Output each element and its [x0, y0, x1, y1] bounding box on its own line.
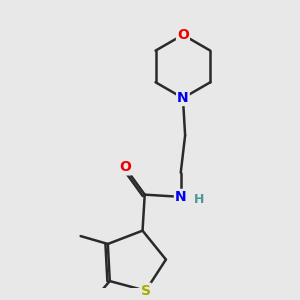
- Text: N: N: [175, 190, 187, 204]
- Text: O: O: [119, 160, 131, 174]
- Text: O: O: [177, 28, 189, 42]
- Text: S: S: [141, 284, 151, 298]
- Text: H: H: [194, 193, 204, 206]
- Text: N: N: [177, 91, 189, 105]
